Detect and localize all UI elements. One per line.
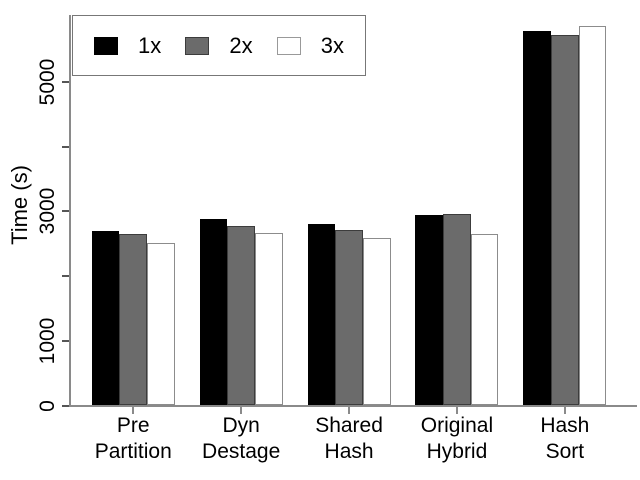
legend-label-3x: 3x [320,32,344,58]
bar-3x-pre-partition [147,243,175,406]
y-tick [62,339,69,342]
y-tick [62,404,69,407]
y-tick-label: 1000 [36,317,59,365]
bar-3x-shared-hash [362,237,391,406]
legend-swatch-3x [276,36,301,55]
bar-3x-original-hybrid [470,234,499,406]
x-axis-line [69,404,637,407]
legend-entry-1x: 1x [94,33,161,59]
bar-3x-hash-sort [578,26,607,406]
y-tick [62,81,69,83]
bar-3x-dyn-destage [255,233,283,406]
x-category-label: Hash Sort [540,414,590,463]
x-tick [348,406,351,414]
y-axis-line [69,15,71,407]
bar-2x-original-hybrid [443,214,471,406]
y-axis-title: Time (s) [7,165,32,245]
x-category-label: Shared Hash [315,414,383,463]
bar-1x-pre-partition [91,231,120,406]
y-tick [62,145,69,148]
bar-1x-shared-hash [307,224,336,406]
legend-swatch-2x [185,36,210,55]
bar-2x-shared-hash [335,229,363,406]
bar-2x-hash-sort [551,35,579,406]
legend-label-2x: 2x [229,32,253,58]
legend-entry-2x: 2x [185,32,253,59]
bar-2x-dyn-destage [227,225,255,406]
x-tick [240,406,243,414]
x-category-label: Dyn Destage [202,414,281,463]
x-tick [455,406,458,414]
bar-1x-dyn-destage [199,218,228,406]
y-tick-label: 3000 [36,188,59,235]
x-tick [563,406,566,414]
y-tick-label: 5000 [36,58,59,106]
legend-entry-3x: 3x [276,32,344,59]
legend-label-1x: 1x [138,32,162,58]
x-category-label: Original Hybrid [420,414,494,463]
x-tick [132,406,135,414]
y-tick [62,210,69,213]
legend-swatch-1x [94,36,118,55]
bar-1x-original-hybrid [415,214,444,406]
bar-1x-hash-sort [523,30,551,406]
bar-2x-pre-partition [119,234,148,406]
y-tick [62,275,69,278]
legend: 1x 2x 3x [72,15,366,76]
x-category-label: Pre Partition [94,414,172,463]
